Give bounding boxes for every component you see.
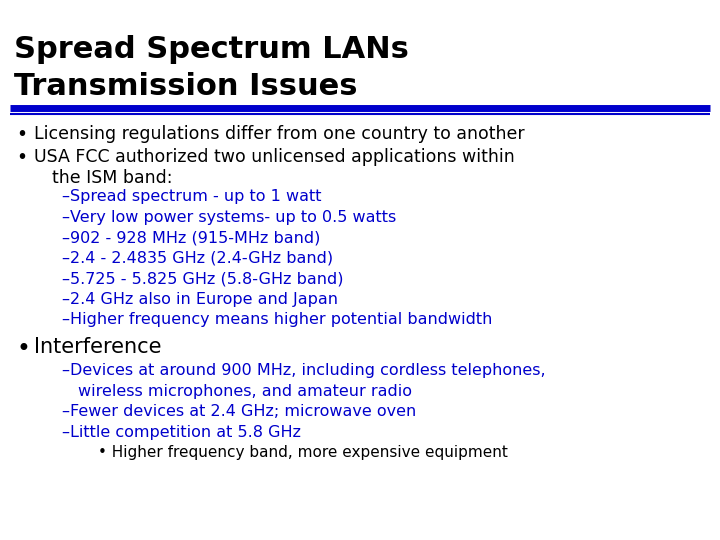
- Text: –2.4 - 2.4835 GHz (2.4-GHz band): –2.4 - 2.4835 GHz (2.4-GHz band): [62, 251, 333, 266]
- Text: USA FCC authorized two unlicensed applications within: USA FCC authorized two unlicensed applic…: [34, 148, 515, 166]
- Text: the ISM band:: the ISM band:: [52, 168, 173, 187]
- Text: –2.4 GHz also in Europe and Japan: –2.4 GHz also in Europe and Japan: [62, 292, 338, 307]
- Text: –Higher frequency means higher potential bandwidth: –Higher frequency means higher potential…: [62, 312, 492, 327]
- Text: • Higher frequency band, more expensive equipment: • Higher frequency band, more expensive …: [98, 445, 508, 460]
- Text: Transmission Issues: Transmission Issues: [14, 72, 358, 101]
- Text: Interference: Interference: [34, 337, 161, 357]
- Text: –Fewer devices at 2.4 GHz; microwave oven: –Fewer devices at 2.4 GHz; microwave ove…: [62, 404, 416, 419]
- Text: –Spread spectrum - up to 1 watt: –Spread spectrum - up to 1 watt: [62, 189, 322, 204]
- Text: –5.725 - 5.825 GHz (5.8-GHz band): –5.725 - 5.825 GHz (5.8-GHz band): [62, 271, 343, 286]
- Text: –902 - 928 MHz (915-MHz band): –902 - 928 MHz (915-MHz band): [62, 230, 320, 245]
- Text: Licensing regulations differ from one country to another: Licensing regulations differ from one co…: [34, 125, 525, 143]
- Text: wireless microphones, and amateur radio: wireless microphones, and amateur radio: [78, 383, 412, 399]
- Text: •: •: [16, 125, 27, 144]
- Text: Spread Spectrum LANs: Spread Spectrum LANs: [14, 35, 409, 64]
- Text: –Little competition at 5.8 GHz: –Little competition at 5.8 GHz: [62, 424, 301, 440]
- Text: •: •: [16, 148, 27, 167]
- Text: –Devices at around 900 MHz, including cordless telephones,: –Devices at around 900 MHz, including co…: [62, 363, 546, 378]
- Text: •: •: [16, 337, 30, 361]
- Text: –Very low power systems- up to 0.5 watts: –Very low power systems- up to 0.5 watts: [62, 210, 396, 225]
